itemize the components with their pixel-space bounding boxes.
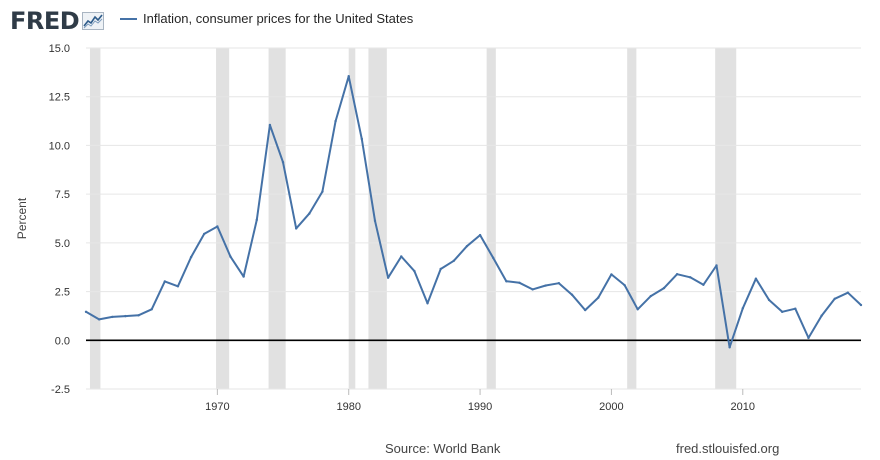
data-point: [229, 255, 232, 258]
x-tick-label: 2000: [599, 401, 623, 413]
data-point: [465, 244, 469, 248]
recession-band: [368, 48, 387, 389]
x-tick-label: 2010: [731, 401, 755, 413]
data-point: [833, 297, 836, 300]
series-line: [85, 75, 862, 349]
x-tick-label: 1970: [205, 401, 229, 413]
data-point: [400, 255, 403, 258]
recession-band: [89, 48, 101, 389]
data-point: [347, 75, 350, 78]
chart-legend[interactable]: Inflation, consumer prices for the Unite…: [120, 11, 413, 26]
data-point: [702, 283, 705, 286]
data-point: [544, 284, 547, 287]
data-point: [255, 218, 258, 222]
data-point: [216, 225, 219, 228]
data-point: [426, 302, 429, 305]
data-point: [649, 294, 653, 298]
legend-swatch: [120, 17, 137, 20]
data-point: [268, 123, 272, 127]
data-point: [281, 160, 285, 164]
y-tick-label: 2.5: [55, 287, 70, 299]
data-point: [715, 264, 718, 267]
data-point: [859, 303, 863, 307]
data-point: [689, 276, 692, 279]
y-tick-label: -2.5: [51, 384, 70, 396]
data-point: [439, 267, 442, 271]
data-point: [636, 308, 639, 311]
legend-label: Inflation, consumer prices for the Unite…: [143, 11, 414, 26]
data-point: [308, 212, 311, 215]
data-point: [373, 219, 377, 223]
data-point: [360, 137, 364, 141]
data-point: [505, 280, 508, 283]
data-point: [294, 227, 298, 230]
data-point: [597, 296, 600, 299]
data-point: [728, 346, 731, 349]
data-point: [662, 286, 666, 290]
y-tick-label: 15.0: [49, 43, 70, 55]
data-point: [741, 307, 744, 310]
y-tick-label: 12.5: [49, 92, 70, 104]
data-point: [111, 315, 114, 319]
site-link[interactable]: fred.stlouisfed.org: [676, 441, 780, 456]
y-tick-label: 7.5: [55, 189, 70, 201]
data-point: [84, 310, 88, 314]
data-point: [518, 281, 521, 285]
source-text: Source: World Bank: [385, 441, 501, 456]
y-tick-label: 0.0: [55, 335, 70, 347]
fred-logo[interactable]: FRED: [10, 6, 105, 36]
recession-band: [268, 48, 286, 389]
recession-band: [348, 48, 356, 389]
data-point: [557, 281, 561, 285]
y-tick-label: 5.0: [55, 238, 70, 250]
recession-band: [486, 48, 496, 389]
data-point: [794, 307, 797, 310]
data-point: [163, 280, 167, 283]
logo-text: FRED: [10, 7, 80, 35]
data-point: [820, 314, 823, 317]
recession-band: [715, 48, 737, 389]
data-point: [570, 293, 574, 296]
data-point: [807, 336, 810, 340]
data-point: [492, 256, 495, 260]
data-point: [321, 190, 324, 193]
data-point: [242, 275, 245, 278]
data-point: [137, 314, 140, 317]
data-point: [780, 310, 784, 314]
data-point: [675, 273, 679, 276]
data-point: [583, 308, 587, 312]
x-tick-label: 1980: [336, 401, 360, 413]
data-point: [176, 285, 180, 288]
data-point: [452, 259, 455, 262]
data-point: [150, 308, 153, 311]
y-tick-label: 10.0: [49, 140, 70, 152]
data-point: [531, 288, 534, 291]
data-point: [413, 269, 416, 273]
data-point: [97, 318, 101, 321]
y-axis-label: Percent: [15, 197, 29, 239]
data-point: [124, 314, 127, 318]
x-tick-label: 1990: [468, 401, 492, 413]
data-point: [846, 291, 850, 294]
data-point: [610, 273, 613, 276]
recession-band: [216, 48, 230, 389]
data-point: [623, 283, 626, 287]
data-point: [203, 232, 206, 236]
trend-line-icon: [82, 12, 105, 30]
data-point: [767, 298, 771, 302]
data-point: [189, 255, 193, 259]
data-point: [334, 119, 337, 123]
recession-band: [627, 48, 637, 389]
data-point: [386, 276, 390, 279]
data-point: [754, 277, 758, 280]
data-point: [478, 233, 482, 237]
